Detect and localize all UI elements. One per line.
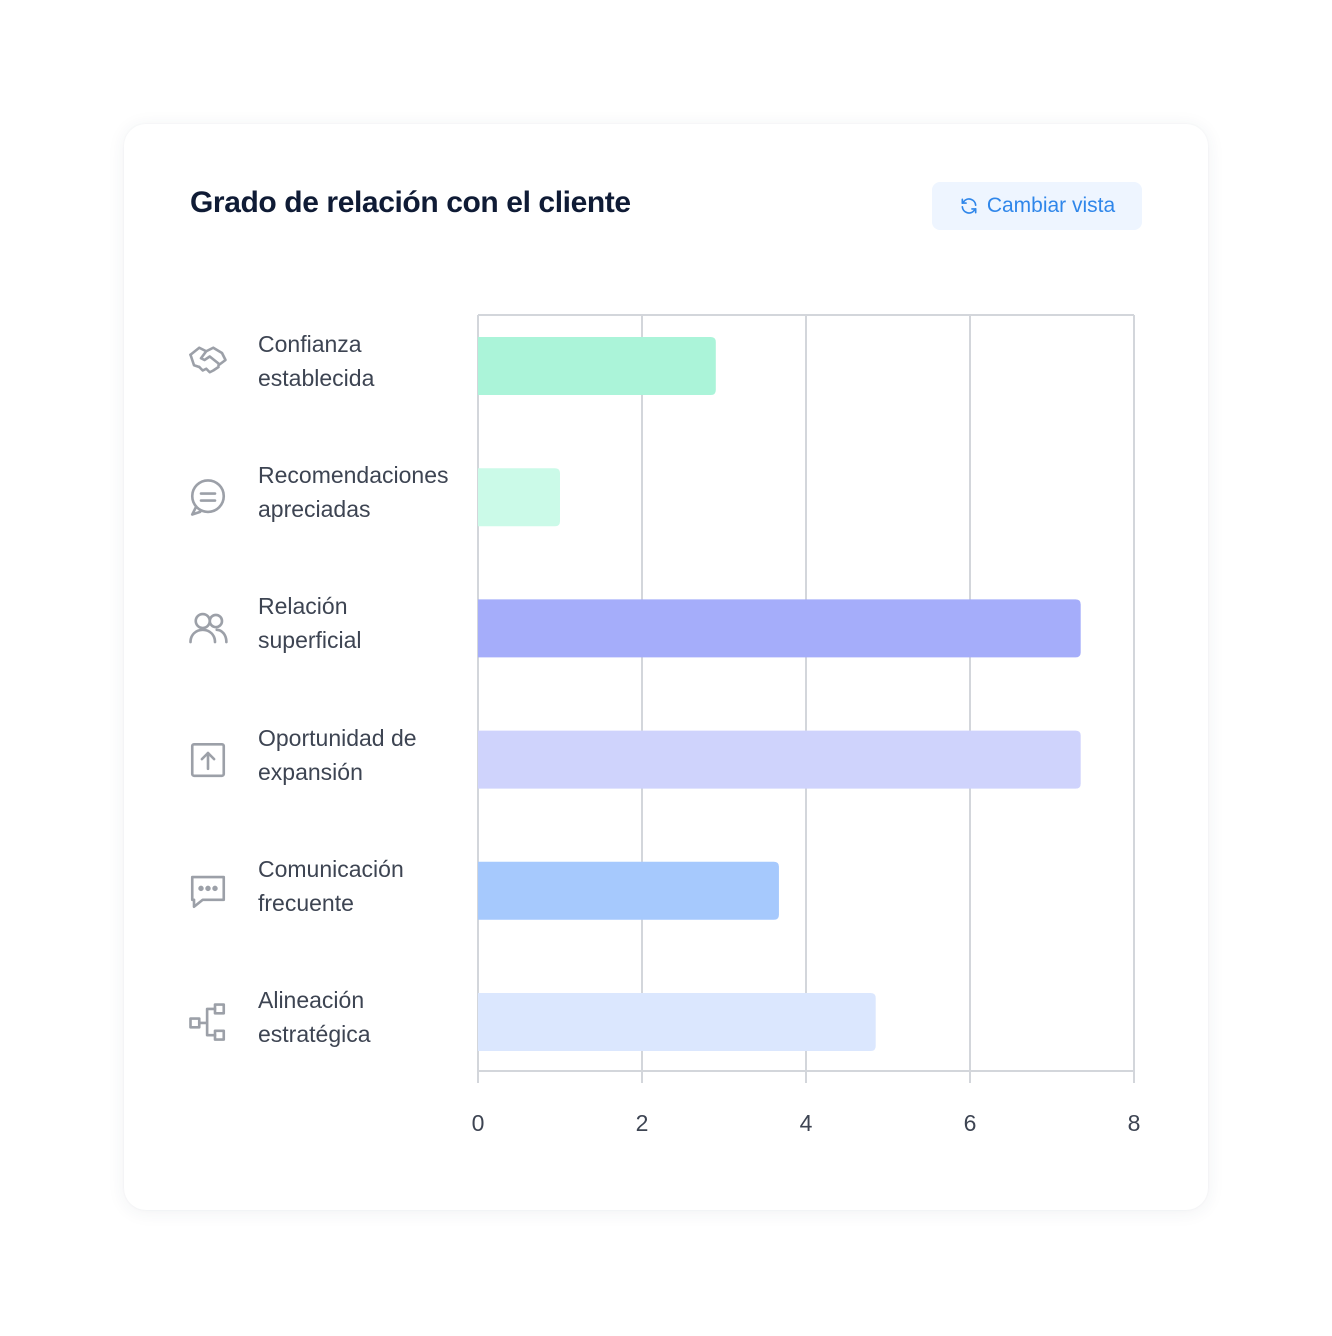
x-tick-label-1: 2 [636, 1110, 649, 1136]
bar-5 [478, 993, 876, 1051]
category-label-line: superficial [258, 627, 362, 654]
bar-3 [478, 730, 1081, 789]
change-view-label: Cambiar vista [986, 194, 1116, 217]
chat-bubble-icon [190, 479, 226, 516]
category-label-line: establecida [258, 365, 375, 391]
bar-0 [478, 337, 716, 395]
category-label-line: Relación [258, 593, 348, 620]
message-dots-icon [190, 875, 226, 908]
category-label-1: Recomendaciones apreciadas [258, 458, 449, 526]
category-label-line: estratégica [258, 1021, 371, 1047]
category-label-line: Confianza [258, 331, 362, 357]
refresh-icon [961, 198, 977, 214]
bar-2 [478, 599, 1081, 658]
chart-title: Grado de relación con el cliente [190, 186, 631, 219]
category-label-line: apreciadas [258, 496, 371, 523]
category-label-3: Oportunidad de expansión [258, 721, 417, 789]
handshake-icon [189, 346, 227, 374]
bar-1 [478, 468, 560, 527]
category-label-line: Recomendaciones [258, 462, 449, 489]
bar-4 [478, 861, 779, 920]
x-tick-label-2: 4 [800, 1110, 813, 1136]
category-label-2: Relación superficial [258, 589, 362, 657]
upload-icon [190, 742, 226, 777]
category-label-line: Oportunidad de [258, 724, 417, 751]
x-tick-label-3: 6 [964, 1110, 977, 1136]
category-label-line: frecuente [258, 889, 354, 916]
users-icon [189, 613, 228, 644]
x-tick-label-4: 8 [1128, 1110, 1141, 1136]
x-tick-label-0: 0 [472, 1110, 485, 1136]
category-label-line: Comunicación [258, 855, 404, 882]
change-view-button[interactable]: Cambiar vista [932, 182, 1142, 230]
category-label-4: Comunicación frecuente [258, 852, 404, 920]
hierarchy-icon [189, 1003, 226, 1041]
category-label-5: Alineación estratégica [258, 983, 371, 1051]
category-label-0: Confianza establecida [258, 327, 374, 395]
category-label-line: Alineación [258, 987, 365, 1013]
category-label-line: expansión [258, 758, 363, 785]
